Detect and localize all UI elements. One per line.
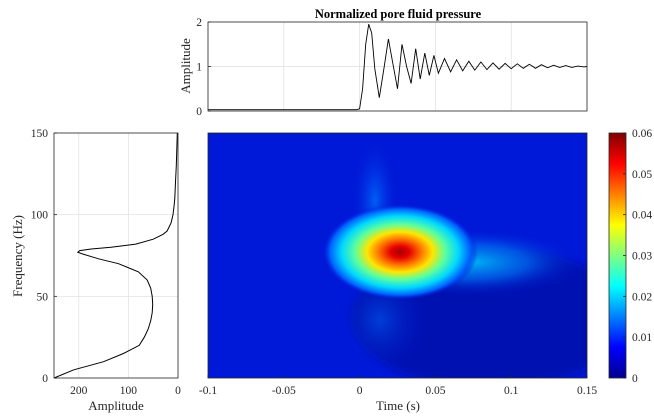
spectrum-axes: 200 100 0 0 50 100 150 Amplitude Frequency (Hz… (10, 128, 181, 413)
spectrum-ticks: 200 100 0 0 50 100 150 (31, 128, 181, 397)
scalogram-axes: -0.1 -0.05 0 0.05 0.1 0.15 Time (s) (199, 132, 597, 413)
spectrum-xtick-label: 0 (175, 385, 181, 397)
colorbar-tick-label: 0 (632, 373, 638, 385)
colorbar-tick-label: 0.03 (632, 251, 652, 263)
scalogram-xtick-label: -0.1 (199, 385, 217, 397)
heatmap-peak (322, 204, 478, 300)
waveform-axes: Normalized pore fluid pressure 0 1 2 Ampli… (178, 7, 588, 118)
spectrum-line (53, 132, 178, 379)
spectrum-xtick-label: 100 (120, 385, 138, 397)
colorbar: 0 0.01 0.02 0.03 0.04 0.05 0.06 (608, 128, 652, 385)
scalogram-xlabel: Time (s) (376, 398, 420, 413)
spectrum-frame (53, 132, 179, 379)
spectrum-plot-bg (54, 133, 178, 378)
spectrum-ytick-label: 50 (37, 291, 49, 303)
colorbar-tick-label: 0.01 (632, 332, 652, 344)
scalogram-frame (207, 132, 588, 379)
colorbar-tick-label: 0.02 (632, 291, 652, 303)
waveform-ytick-label: 1 (196, 62, 202, 74)
waveform-frame (207, 21, 588, 112)
colorbar-tick-label: 0.04 (632, 210, 652, 222)
spectrum-ytick-label: 0 (42, 373, 48, 385)
waveform-title: Normalized pore fluid pressure (315, 7, 482, 21)
spectrum-xtick-label: 200 (70, 385, 88, 397)
waveform-ylabel: Amplitude (178, 38, 193, 94)
scalogram-xtick-label: 0.1 (504, 385, 519, 397)
colorbar-tick-label: 0.05 (632, 169, 652, 181)
waveform-ytick-label: 2 (196, 17, 202, 29)
scalogram-image (208, 133, 587, 378)
spectrum-ytick-label: 150 (31, 128, 49, 140)
spectrum-ylabel: Frequency (Hz) (10, 215, 25, 297)
waveform-line (208, 24, 588, 111)
scalogram-ticks: -0.1 -0.05 0 0.05 0.1 0.15 (199, 375, 597, 397)
scalogram-xtick-label: 0 (357, 385, 363, 397)
spectrum-ytick-label: 100 (31, 210, 49, 222)
spectrum-xlabel: Amplitude (88, 398, 144, 413)
waveform-ytick-label: 0 (196, 106, 202, 118)
colorbar-tick-label: 0.06 (632, 128, 652, 140)
scalogram-xtick-label: 0.05 (425, 385, 445, 397)
colorbar-ticks: 0 0.01 0.02 0.03 0.04 0.05 0.06 (623, 128, 652, 385)
scalogram-xtick-label: -0.05 (272, 385, 296, 397)
scalogram-xtick-label: 0.15 (577, 385, 597, 397)
